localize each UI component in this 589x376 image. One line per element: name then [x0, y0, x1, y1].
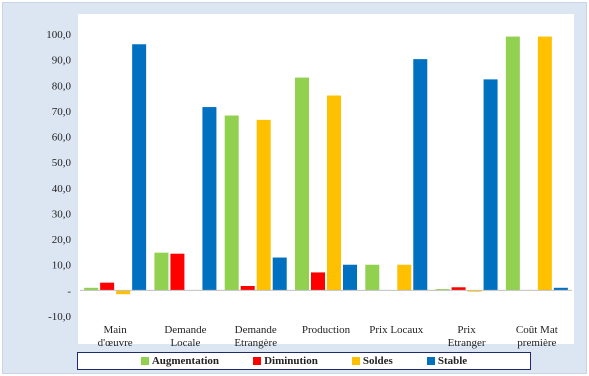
x-category-label: Production — [302, 324, 351, 336]
bar-diminution — [311, 272, 325, 291]
y-tick-label: 70,0 — [52, 106, 72, 118]
bars — [84, 36, 568, 295]
y-tick-label: 30,0 — [52, 208, 72, 220]
plot-area — [78, 14, 574, 344]
bar-augmentation — [295, 77, 309, 291]
bar-augmentation — [84, 287, 99, 291]
bar-stable — [202, 107, 217, 291]
bar-diminution — [451, 287, 466, 291]
legend: Augmentation Diminution Soldes Stable — [77, 352, 531, 370]
bar-augmentation — [365, 264, 380, 291]
bar-soldes — [327, 95, 341, 291]
legend-item-diminution: Diminution — [253, 355, 318, 367]
bar-stable — [483, 79, 498, 291]
legend-swatch — [253, 357, 262, 365]
bar-stable — [553, 287, 568, 291]
y-tick-label: 50,0 — [52, 157, 72, 169]
bar-augmentation — [435, 289, 450, 291]
x-category-label: Demande Etrangère — [234, 324, 277, 349]
bar-stable — [272, 257, 287, 291]
x-category-label: Demande Locale — [164, 324, 206, 349]
legend-label: Augmentation — [151, 355, 220, 367]
y-tick-label: 60,0 — [52, 132, 72, 144]
x-category-label: Main d'œuvre — [98, 324, 133, 349]
bar-augmentation — [224, 115, 239, 291]
x-category-label: Coût Mat première — [516, 324, 558, 349]
bar-augmentation — [154, 252, 169, 291]
legend-swatch — [140, 357, 149, 365]
bar-soldes — [537, 36, 552, 291]
legend-label: Stable — [437, 355, 468, 367]
y-tick-label: 10,0 — [52, 260, 72, 272]
legend-item-augmentation: Augmentation — [140, 355, 220, 367]
bar-soldes — [467, 290, 482, 292]
y-tick-label: 40,0 — [52, 183, 72, 195]
x-axis: Main d'œuvre Demande Locale Demande Etrangère… — [80, 289, 572, 349]
bar-stable — [132, 44, 147, 291]
y-tick-label: -10,0 — [48, 311, 71, 323]
y-tick-label: 100,0 — [46, 29, 71, 41]
bar-soldes — [256, 119, 271, 291]
bar-augmentation — [505, 36, 520, 291]
y-tick-label: 20,0 — [52, 234, 72, 246]
legend-label: Diminution — [264, 355, 318, 367]
bar-stable — [343, 264, 357, 291]
y-axis: -10,0-10,020,030,040,050,060,070,080,090… — [46, 29, 71, 323]
y-tick-label: 80,0 — [52, 80, 72, 92]
x-category-label: Prix Etranger — [448, 324, 486, 349]
legend-item-soldes: Soldes — [351, 355, 393, 367]
bar-diminution — [240, 286, 255, 291]
bar-diminution — [170, 253, 185, 291]
bar-soldes — [116, 290, 131, 295]
legend-item-stable: Stable — [426, 355, 468, 367]
y-tick-label: - — [67, 285, 71, 297]
legend-label: Soldes — [362, 355, 393, 367]
y-tick-label: 90,0 — [52, 55, 72, 67]
legend-swatch — [426, 357, 435, 365]
bar-diminution — [100, 282, 115, 291]
x-category-label: Prix Locaux — [369, 324, 424, 336]
bar-soldes — [397, 264, 412, 291]
legend-swatch — [351, 357, 360, 365]
bar-stable — [413, 59, 428, 291]
